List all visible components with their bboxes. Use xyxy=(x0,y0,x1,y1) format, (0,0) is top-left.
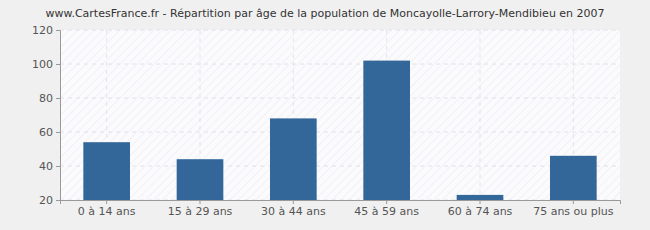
tick-mark xyxy=(56,64,60,65)
grid-line xyxy=(60,64,620,65)
grid-line xyxy=(60,166,620,167)
tick: 20 xyxy=(39,194,60,207)
tick-label: 20 xyxy=(39,194,53,207)
grid xyxy=(60,30,620,200)
tick-mark xyxy=(293,200,294,204)
tick: 120 xyxy=(32,24,60,37)
tick-label: 40 xyxy=(39,160,53,173)
grid-line xyxy=(60,98,620,99)
tick: 60 à 74 ans xyxy=(448,200,513,218)
tick-mark xyxy=(56,98,60,99)
tick: 30 à 44 ans xyxy=(261,200,326,218)
bar xyxy=(550,156,597,200)
tick: 40 xyxy=(39,160,60,173)
bar xyxy=(83,142,130,200)
tick-mark xyxy=(200,200,201,204)
tick-mark xyxy=(56,30,60,31)
tick-mark xyxy=(106,200,107,204)
tick-mark xyxy=(573,200,574,204)
tick-mark xyxy=(56,132,60,133)
tick-label: 100 xyxy=(32,58,53,71)
x-axis: 0 à 14 ans 15 à 29 ans 30 à 44 ans 45 à 59 … xyxy=(61,200,621,218)
bar xyxy=(363,61,410,200)
tick: 80 xyxy=(39,92,60,105)
tick-mark xyxy=(56,166,60,167)
background xyxy=(0,0,650,230)
tick-label: 75 ans ou plus xyxy=(533,205,614,218)
chart: 20 40 60 80 100 120 0 à 14 ans 15 à 29 ans 30 à … xyxy=(0,0,650,230)
tick-label: 80 xyxy=(39,92,53,105)
tick-label: 120 xyxy=(32,24,53,37)
axis-line xyxy=(56,31,61,201)
y-axis: 20 40 60 80 100 120 xyxy=(32,24,61,207)
grid-line xyxy=(60,132,620,133)
axis-line xyxy=(61,201,621,205)
grid-vertical xyxy=(107,30,574,200)
tick: 60 xyxy=(39,126,60,139)
tick-label: 60 à 74 ans xyxy=(448,205,513,218)
tick-mark xyxy=(480,200,481,204)
title: www.CartesFrance.fr - Répartition par âg… xyxy=(45,7,604,20)
tick-label: 15 à 29 ans xyxy=(168,205,233,218)
bar xyxy=(270,118,317,200)
tick-mark xyxy=(386,200,387,204)
tick-label: 30 à 44 ans xyxy=(261,205,326,218)
plot: 20 40 60 80 100 120 0 à 14 ans 15 à 29 ans 30 à … xyxy=(32,24,621,218)
tick-mark xyxy=(56,200,60,201)
tick-label: 0 à 14 ans xyxy=(78,205,136,218)
grid-line xyxy=(480,30,481,200)
tick: 0 à 14 ans xyxy=(78,200,136,218)
tick-label: 60 xyxy=(39,126,53,139)
tick-label: 45 à 59 ans xyxy=(354,205,419,218)
tick: 100 xyxy=(32,58,60,71)
bar xyxy=(457,195,504,200)
bar xyxy=(177,159,224,200)
grid-line xyxy=(60,30,620,31)
tick: 75 ans ou plus xyxy=(533,200,614,218)
tick: 15 à 29 ans xyxy=(168,200,233,218)
bars xyxy=(83,61,596,200)
tick: 45 à 59 ans xyxy=(354,200,419,218)
plot-area xyxy=(60,30,620,200)
